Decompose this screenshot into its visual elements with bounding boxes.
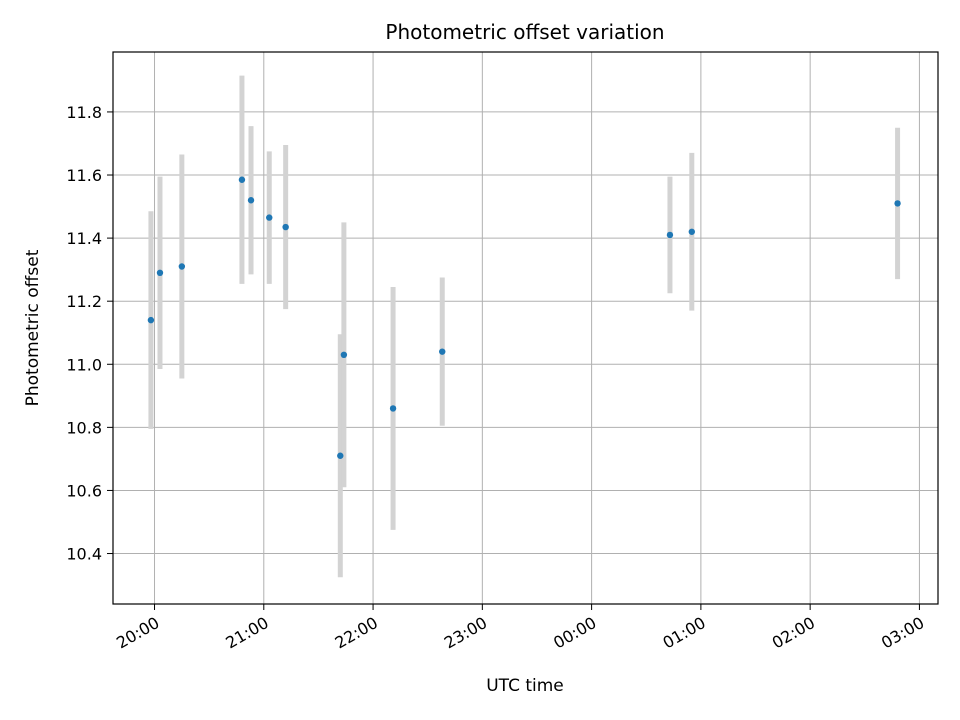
y-tick-label: 11.0 [66, 355, 102, 374]
chart-title: Photometric offset variation [385, 20, 664, 44]
y-tick-label: 11.2 [66, 292, 102, 311]
x-axis-label: UTC time [486, 676, 564, 696]
data-points [147, 176, 901, 459]
error-bars [148, 75, 901, 578]
grid-lines [113, 52, 938, 604]
data-point [688, 228, 696, 235]
data-point [266, 214, 273, 221]
y-axis-ticks: 10.4 10.6 10.8 11.0 11.2 11.4 11.6 11.8 [66, 103, 113, 564]
y-tick-label: 11.6 [66, 166, 102, 185]
y-tick-label: 10.6 [66, 481, 102, 500]
data-point [389, 405, 397, 412]
x-tick-label: 01:00 [659, 613, 708, 653]
data-point [340, 351, 348, 359]
x-tick-label: 21:00 [222, 613, 271, 653]
data-point [337, 452, 344, 459]
y-tick-label: 10.8 [66, 418, 102, 437]
x-tick-label: 03:00 [878, 613, 927, 653]
data-point [238, 176, 246, 183]
data-point [147, 316, 155, 324]
y-tick-label: 10.4 [66, 545, 102, 564]
x-axis-ticks: 20:00 21:00 22:00 23:00 00:00 01:00 02:00 03:00 [113, 604, 927, 653]
data-point [156, 269, 164, 276]
x-tick-label: 23:00 [441, 613, 490, 653]
data-point [178, 263, 186, 270]
y-tick-label: 11.8 [66, 103, 102, 122]
x-tick-label: 20:00 [113, 613, 162, 653]
data-point [666, 231, 674, 239]
plot-frame [112, 51, 939, 605]
data-point [282, 223, 289, 231]
data-point [247, 197, 255, 204]
x-tick-label: 02:00 [769, 613, 818, 653]
x-tick-label: 22:00 [332, 613, 381, 653]
data-point [439, 348, 446, 355]
data-point [894, 200, 901, 207]
y-axis-label: Photometric offset [23, 249, 43, 406]
y-tick-label: 11.4 [66, 229, 102, 248]
x-tick-label: 00:00 [550, 613, 599, 653]
